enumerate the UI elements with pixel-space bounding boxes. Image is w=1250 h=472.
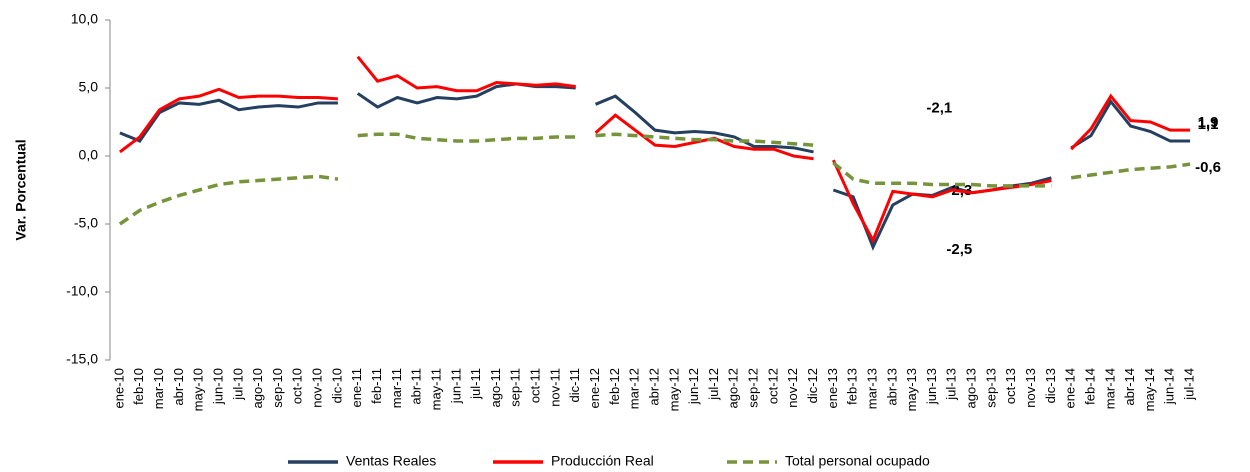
- legend-label: Total personal ocupado: [785, 453, 930, 469]
- series-line: [356, 82, 576, 109]
- series-line: [356, 55, 576, 93]
- x-tick-label: may-10: [191, 368, 206, 411]
- x-tick-label: mar-12: [627, 368, 642, 409]
- x-tick-label: abr-11: [409, 368, 424, 405]
- y-tick-label: 5,0: [79, 79, 99, 95]
- x-tick-label: ene-10: [111, 368, 126, 408]
- series-line: [1070, 162, 1191, 180]
- x-tick-label: oct-11: [528, 368, 543, 403]
- x-tick-label: mar-14: [1102, 368, 1117, 409]
- x-tick-label: jun-13: [924, 368, 939, 405]
- x-tick-label: may-11: [428, 368, 443, 410]
- x-tick-label: feb-10: [131, 368, 146, 405]
- x-tick-label: oct-12: [765, 368, 780, 404]
- x-tick-label: feb-11: [369, 368, 384, 404]
- x-tick-label: feb-12: [607, 368, 622, 405]
- value-label: -2,5: [946, 241, 972, 258]
- x-tick-label: dic-11: [567, 368, 582, 402]
- x-tick-label: dic-13: [1043, 368, 1058, 403]
- x-tick-label: nov-10: [310, 368, 325, 408]
- x-tick-label: jun-12: [686, 368, 701, 405]
- y-tick-label: -5,0: [74, 215, 98, 231]
- x-tick-label: ene-13: [825, 368, 840, 408]
- y-tick-label: -15,0: [66, 351, 98, 367]
- legend-label: Producción Real: [551, 453, 654, 469]
- x-tick-label: jul-13: [944, 368, 959, 401]
- x-tick-label: jun-11: [448, 368, 463, 404]
- x-tick-label: ene-14: [1063, 368, 1078, 408]
- x-tick-label: feb-14: [1082, 368, 1097, 405]
- x-tick-label: sep-12: [746, 368, 761, 408]
- x-tick-label: abr-10: [171, 368, 186, 406]
- x-tick-label: mar-11: [389, 368, 404, 408]
- x-tick-label: sep-10: [270, 368, 285, 408]
- x-tick-label: jul-10: [230, 368, 245, 401]
- x-tick-label: may-12: [666, 368, 681, 411]
- x-tick-label: nov-13: [1023, 368, 1038, 408]
- x-tick-label: jul-14: [1182, 368, 1197, 401]
- x-tick-label: mar-10: [151, 368, 166, 409]
- value-label: -2,1: [926, 100, 952, 117]
- x-tick-label: feb-13: [845, 368, 860, 405]
- x-tick-label: nov-12: [785, 368, 800, 408]
- x-tick-label: dic-12: [805, 368, 820, 403]
- x-tick-label: abr-13: [884, 368, 899, 406]
- value-label: 1,1: [1198, 116, 1219, 133]
- value-label: -0,6: [1195, 159, 1221, 176]
- series-line: [119, 87, 339, 154]
- x-tick-label: ago-10: [250, 368, 265, 408]
- series-line: [594, 113, 814, 161]
- x-tick-label: oct-13: [1003, 368, 1018, 404]
- x-tick-label: nov-11: [547, 368, 562, 407]
- x-tick-label: abr-14: [1122, 368, 1137, 406]
- series-line: [1070, 93, 1191, 151]
- x-tick-label: abr-12: [646, 368, 661, 406]
- y-tick-label: 0,0: [79, 147, 99, 163]
- x-tick-label: jul-12: [706, 368, 721, 401]
- series-line: [595, 132, 814, 147]
- y-tick-label: 10,0: [71, 11, 98, 27]
- x-tick-label: sep-13: [983, 368, 998, 408]
- x-tick-label: oct-10: [290, 368, 305, 404]
- x-tick-label: may-13: [904, 368, 919, 411]
- x-tick-label: jul-11: [468, 368, 483, 400]
- x-tick-label: ago-12: [726, 368, 741, 408]
- series-line: [832, 176, 1052, 251]
- series-line: [831, 159, 1052, 244]
- series-line: [118, 174, 339, 226]
- legend-label: Ventas Reales: [346, 453, 436, 469]
- series-line: [832, 161, 1052, 188]
- x-tick-label: sep-11: [508, 368, 523, 407]
- x-tick-label: ago-13: [964, 368, 979, 408]
- x-tick-label: ene-12: [587, 368, 602, 408]
- series-line: [1070, 98, 1191, 150]
- series-line: [594, 94, 814, 154]
- x-tick-label: ago-11: [488, 368, 503, 408]
- y-axis-label: Var. Porcentual: [13, 139, 29, 240]
- x-tick-label: jun-10: [210, 368, 225, 405]
- series-line: [119, 98, 338, 143]
- x-tick-label: ene-11: [349, 368, 364, 408]
- series-line: [357, 132, 576, 143]
- value-label: 1,9: [1198, 114, 1219, 131]
- y-tick-label: -10,0: [66, 283, 98, 299]
- x-tick-label: jun-14: [1162, 368, 1177, 405]
- x-tick-label: may-14: [1142, 368, 1157, 411]
- x-tick-label: dic-10: [329, 368, 344, 403]
- x-tick-label: mar-13: [864, 368, 879, 409]
